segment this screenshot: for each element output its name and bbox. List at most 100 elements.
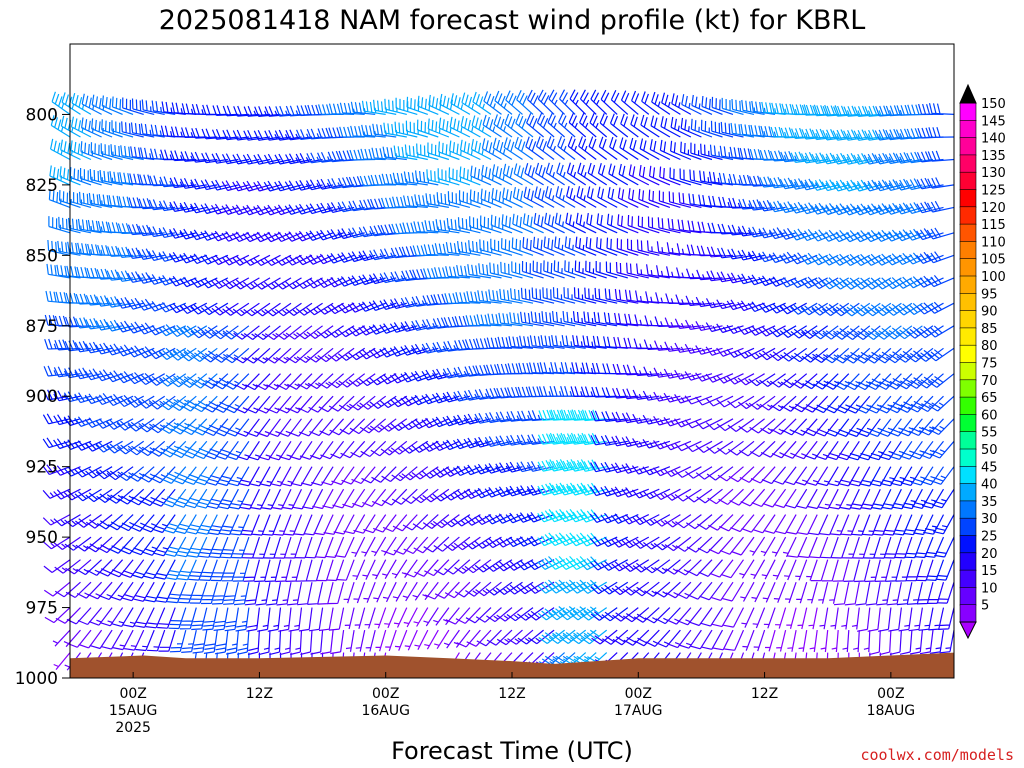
wind-barb	[177, 559, 197, 581]
wind-barb	[44, 338, 71, 350]
wind-barb	[222, 129, 249, 141]
wind-barb	[631, 488, 660, 499]
wind-barb	[117, 466, 145, 481]
wind-barb	[423, 244, 449, 256]
wind-barb	[506, 607, 534, 622]
wind-barb	[717, 247, 744, 259]
y-tick-label: 900	[26, 387, 58, 407]
wind-barb	[568, 532, 597, 547]
wind-barb	[345, 630, 355, 652]
wind-barb	[863, 153, 892, 165]
wind-barb	[832, 129, 860, 141]
wind-barb	[178, 581, 197, 604]
wind-barb	[192, 629, 208, 654]
wind-barb	[411, 343, 439, 355]
wind-barb	[923, 514, 945, 535]
wind-barb	[339, 102, 365, 115]
wind-barb	[223, 582, 239, 605]
wind-barb	[433, 536, 460, 552]
wind-barb	[101, 629, 124, 650]
wind-barb	[275, 347, 302, 364]
wind-barb	[182, 440, 208, 459]
wind-barb	[919, 630, 934, 655]
wind-barb	[190, 277, 218, 288]
wind-barb	[43, 559, 71, 573]
wind-barb	[232, 559, 250, 582]
wind-barb	[749, 148, 776, 161]
wind-barb	[895, 252, 923, 266]
wind-barb	[832, 152, 860, 165]
wind-barb	[547, 508, 576, 523]
wind-barb	[149, 175, 176, 187]
wind-barb	[421, 369, 450, 381]
wind-barb	[846, 418, 871, 438]
wind-barb	[800, 152, 828, 164]
wind-barb	[500, 261, 523, 279]
colorbar: 1501451401351301251201151101051009590858…	[959, 83, 1006, 640]
wind-barb	[298, 418, 324, 437]
wind-barb	[859, 466, 881, 487]
wind-barb	[74, 392, 102, 404]
wind-barb	[226, 440, 250, 461]
wind-barb	[599, 113, 618, 138]
wind-barb	[65, 292, 92, 304]
credit-text[interactable]: coolwx.com/models	[860, 746, 1014, 764]
wind-barb	[469, 189, 492, 208]
wind-barb	[588, 136, 608, 160]
wind-barb	[481, 164, 502, 186]
wind-barb	[914, 536, 934, 559]
wind-barb	[486, 629, 513, 646]
wind-barb	[372, 514, 397, 533]
wind-barb	[484, 436, 513, 447]
wind-barb	[317, 582, 334, 605]
wind-barb	[762, 488, 787, 508]
wind-barb	[394, 629, 408, 651]
wind-barb	[471, 115, 492, 138]
wind-barb	[547, 555, 576, 570]
wind-barb	[701, 629, 724, 650]
wind-barb	[456, 629, 481, 648]
wind-barb	[817, 488, 839, 510]
wind-barb	[789, 252, 818, 265]
wind-barb	[242, 231, 271, 243]
wind-barb	[274, 231, 302, 243]
wind-barb	[64, 340, 92, 352]
wind-barb	[908, 418, 934, 437]
wind-barb	[926, 325, 955, 338]
wind-barb	[127, 247, 155, 259]
wind-barb	[327, 178, 355, 190]
wind-barb	[895, 152, 923, 164]
wind-barb	[633, 365, 660, 377]
wind-barb	[110, 144, 134, 161]
wind-barb	[392, 514, 418, 532]
y-tick-label: 925	[26, 458, 58, 478]
wind-barb	[337, 228, 365, 240]
wind-barb	[770, 395, 797, 412]
wind-barb	[106, 296, 134, 308]
wind-barb	[495, 559, 523, 572]
wind-barb	[638, 165, 660, 186]
wind-barb	[111, 120, 134, 138]
colorbar-swatch	[959, 275, 977, 295]
wind-barb	[684, 440, 713, 453]
wind-barb	[469, 216, 492, 234]
wind-barb	[508, 336, 534, 349]
wind-barb	[423, 268, 449, 279]
wind-barb	[830, 607, 839, 630]
wind-barb	[517, 410, 544, 422]
wind-barb	[731, 98, 755, 115]
wind-barb	[392, 196, 418, 208]
wind-barb	[579, 459, 607, 472]
wind-barb	[750, 559, 766, 580]
wind-barb	[475, 338, 502, 350]
wind-barb	[653, 536, 681, 551]
wind-barb	[253, 153, 281, 165]
wind-barb	[576, 186, 597, 208]
wind-barb	[253, 277, 281, 290]
wind-barb	[137, 248, 165, 260]
wind-barb	[919, 440, 944, 460]
wind-barb	[290, 630, 303, 656]
wind-barb	[116, 344, 144, 357]
colorbar-swatch	[959, 552, 977, 571]
wind-barb	[516, 90, 534, 115]
